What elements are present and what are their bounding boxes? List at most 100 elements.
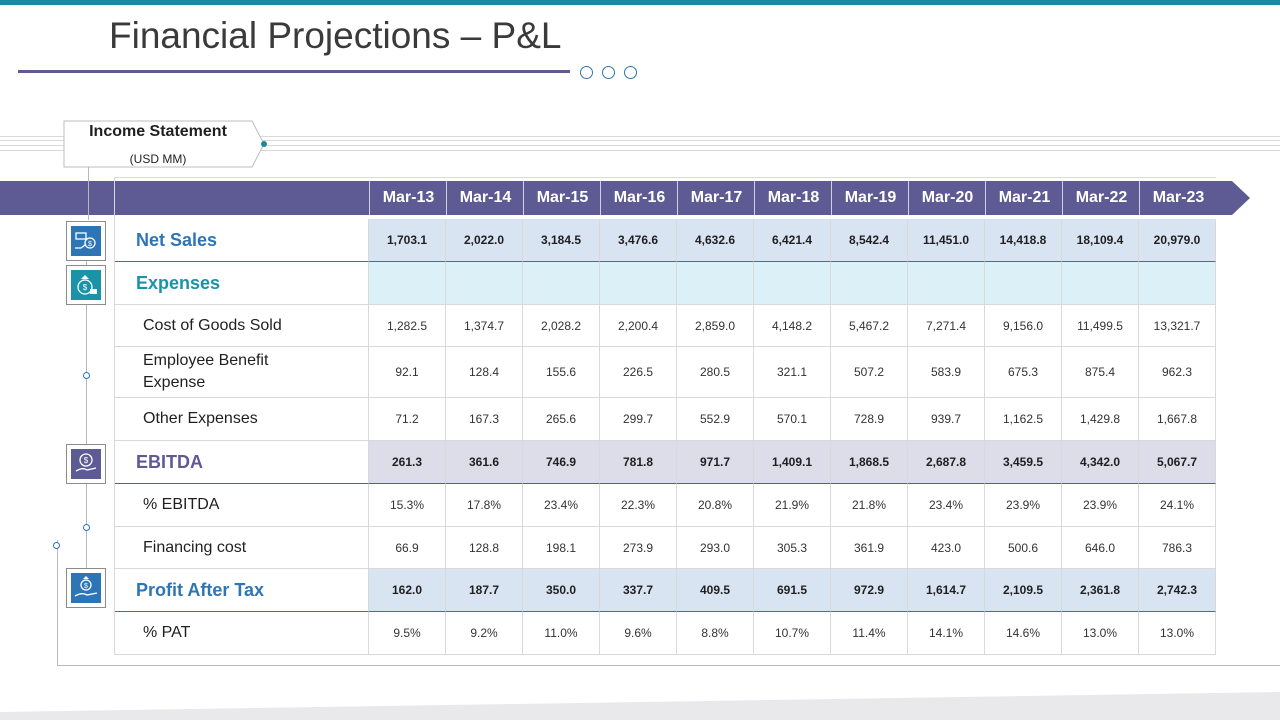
statement-title: Income Statement — [89, 123, 227, 140]
table-cell: 321.1 — [754, 347, 831, 398]
table-cell: 10.7% — [754, 612, 831, 655]
table-cell: 198.1 — [523, 527, 600, 569]
table-cell: 361.9 — [831, 527, 908, 569]
table-cell: 14.1% — [908, 612, 985, 655]
decor-circle — [624, 66, 637, 79]
table-cell: 2,109.5 — [985, 569, 1062, 612]
top-accent-bar — [0, 0, 1280, 5]
decor-circle — [602, 66, 615, 79]
table-cell: 261.3 — [369, 441, 446, 484]
connector-node — [83, 372, 90, 379]
table-cell: 1,703.1 — [369, 219, 446, 262]
svg-text:$: $ — [88, 241, 92, 248]
table-cell: 71.2 — [369, 398, 446, 441]
table-cell: 6,421.4 — [754, 219, 831, 262]
table-cell: 971.7 — [677, 441, 754, 484]
table-cell: 728.9 — [831, 398, 908, 441]
column-header: Mar-15 — [523, 181, 601, 215]
dollar-coin-hand-icon: $ — [66, 444, 106, 484]
table-cell: 1,868.5 — [831, 441, 908, 484]
connector-line — [57, 665, 1280, 666]
table-cell: 13,321.7 — [1139, 305, 1216, 347]
table-cell: 66.9 — [369, 527, 446, 569]
connector-line — [57, 540, 58, 666]
table-cell: 305.3 — [754, 527, 831, 569]
table-cell: 1,429.8 — [1062, 398, 1139, 441]
table-cell: 9.5% — [369, 612, 446, 655]
table-cell: 187.7 — [446, 569, 523, 612]
table-cell: 4,632.6 — [677, 219, 754, 262]
table-cell — [1139, 262, 1216, 305]
table-cell: 507.2 — [831, 347, 908, 398]
table-cell: 570.1 — [754, 398, 831, 441]
connector-node — [83, 524, 90, 531]
table-cell: 13.0% — [1139, 612, 1216, 655]
table-cell: 409.5 — [677, 569, 754, 612]
table-cell: 9.6% — [600, 612, 677, 655]
title-underline — [18, 70, 570, 73]
connector-line — [88, 167, 89, 220]
table-cell: 691.5 — [754, 569, 831, 612]
row-label: Net Sales — [114, 219, 369, 262]
row-label: Employee Benefit Expense — [114, 347, 369, 398]
table-cell: 939.7 — [908, 398, 985, 441]
row-label: Other Expenses — [114, 398, 369, 441]
decor-circle — [580, 66, 593, 79]
income-statement-label: Income Statement (USD MM) — [64, 121, 259, 167]
table-cell: 23.4% — [908, 484, 985, 527]
table-cell: 3,184.5 — [523, 219, 600, 262]
table-cell: 15.3% — [369, 484, 446, 527]
table-cell — [985, 262, 1062, 305]
svg-text:$: $ — [83, 283, 88, 292]
table-cell: 781.8 — [600, 441, 677, 484]
table-cell: 2,028.2 — [523, 305, 600, 347]
table-cell — [446, 262, 523, 305]
connector-line — [86, 260, 87, 570]
column-header: Mar-14 — [446, 181, 524, 215]
table-cell: 337.7 — [600, 569, 677, 612]
table-cell: 746.9 — [523, 441, 600, 484]
table-cell: 583.9 — [908, 347, 985, 398]
table-cell: 128.4 — [446, 347, 523, 398]
table-cell: 8.8% — [677, 612, 754, 655]
statement-unit: (USD MM) — [129, 152, 187, 166]
table-cell: 23.9% — [985, 484, 1062, 527]
table-cell: 14,418.8 — [985, 219, 1062, 262]
table-cell: 2,200.4 — [600, 305, 677, 347]
table-cell: 167.3 — [446, 398, 523, 441]
table-cell: 2,361.8 — [1062, 569, 1139, 612]
column-header: Mar-20 — [908, 181, 986, 215]
column-header: Mar-17 — [677, 181, 755, 215]
table-cell: 17.8% — [446, 484, 523, 527]
table-cell — [754, 262, 831, 305]
row-label: Profit After Tax — [114, 569, 369, 612]
table-cell: 675.3 — [985, 347, 1062, 398]
table-cell: 20,979.0 — [1139, 219, 1216, 262]
table-cell — [677, 262, 754, 305]
header-label-cell — [114, 181, 370, 215]
table-cell: 92.1 — [369, 347, 446, 398]
guide-line — [0, 136, 1280, 137]
table-cell: 155.6 — [523, 347, 600, 398]
table-cell: 3,476.6 — [600, 219, 677, 262]
table-cell — [369, 262, 446, 305]
table-cell: 646.0 — [1062, 527, 1139, 569]
table-cell: 2,687.8 — [908, 441, 985, 484]
table-cell: 128.8 — [446, 527, 523, 569]
table-cell: 23.4% — [523, 484, 600, 527]
table-cell: 2,742.3 — [1139, 569, 1216, 612]
table-cell: 962.3 — [1139, 347, 1216, 398]
table-cell: 3,459.5 — [985, 441, 1062, 484]
money-hand-icon: $ — [66, 221, 106, 261]
row-label: Cost of Goods Sold — [114, 305, 369, 347]
table-cell: 21.8% — [831, 484, 908, 527]
table-cell: 5,067.7 — [1139, 441, 1216, 484]
table-cell: 23.9% — [1062, 484, 1139, 527]
table-cell: 18,109.4 — [1062, 219, 1139, 262]
table-cell: 5,467.2 — [831, 305, 908, 347]
table-cell: 2,859.0 — [677, 305, 754, 347]
table-cell: 299.7 — [600, 398, 677, 441]
table-top-border — [114, 177, 1216, 178]
table-cell: 226.5 — [600, 347, 677, 398]
table-cell: 1,614.7 — [908, 569, 985, 612]
